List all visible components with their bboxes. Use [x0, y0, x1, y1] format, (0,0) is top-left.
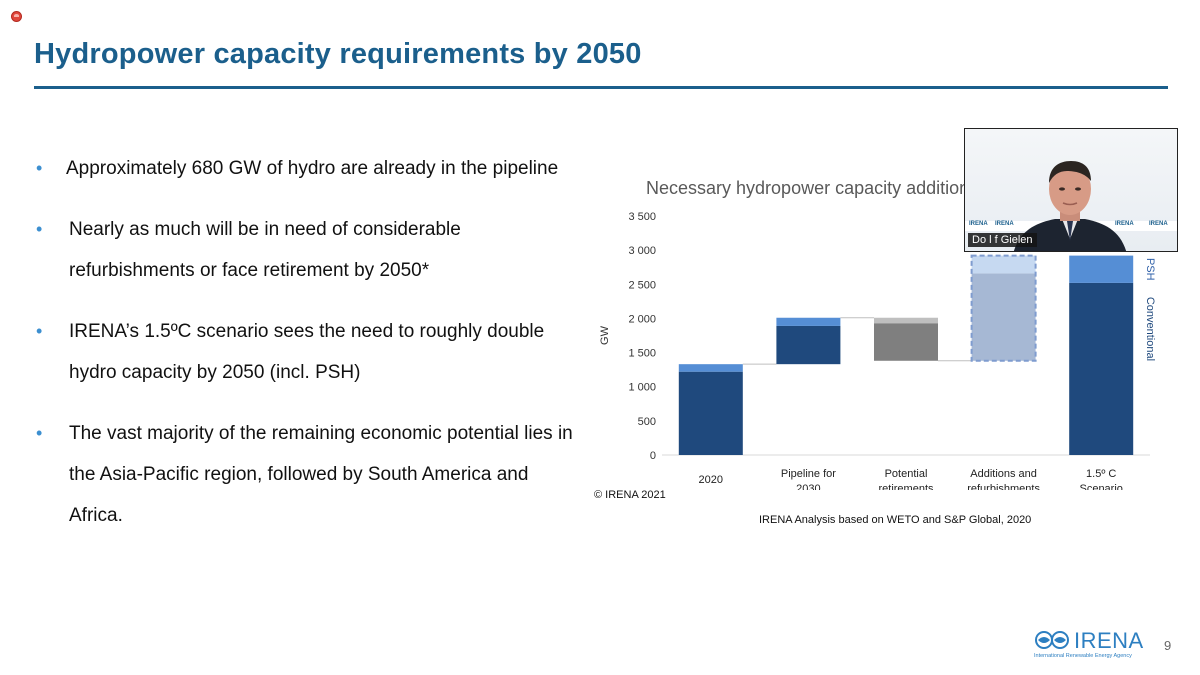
backdrop-logo-text: IRENA — [995, 221, 1014, 227]
x-tick-label: Potential retirements — [878, 468, 934, 490]
x-tick-label-line: retirements — [878, 483, 934, 490]
y-tick-label: 3 500 — [628, 211, 656, 223]
chart-canvas: Necessary hydropower capacity additions 0… — [599, 178, 1156, 495]
y-tick-label: 500 — [638, 416, 656, 428]
bar-segment-psh — [1069, 255, 1134, 283]
recording-indicator-icon — [11, 11, 22, 22]
backdrop-logo-text: IRENA — [1149, 221, 1168, 227]
y-tick-label: 3 000 — [628, 245, 656, 257]
x-tick-label-line: Pipeline for — [781, 468, 836, 480]
bar-segment-conventional-retired — [874, 323, 938, 361]
y-axis-label: GW — [599, 325, 611, 345]
page-number: 9 — [1164, 638, 1172, 653]
x-tick-label: Additions and refurbishments — [967, 468, 1040, 490]
bullet-list: Approximately 680 GW of hydro are alread… — [36, 148, 581, 556]
y-tick-label: 2 500 — [628, 279, 656, 291]
bar-segment-psh — [971, 255, 1036, 274]
bar-segment-conventional — [1069, 282, 1134, 455]
chart-title: Necessary hydropower capacity additions — [646, 178, 978, 198]
bar-segment-conventional — [971, 273, 1036, 361]
hydropower-capacity-chart: Necessary hydropower capacity additions 0… — [590, 170, 1170, 495]
backdrop-logo-text: IRENA — [969, 221, 988, 227]
bullet-item: The vast majority of the remaining econo… — [36, 413, 581, 536]
y-tick-label: 1 500 — [628, 348, 656, 360]
y-tick-label: 0 — [650, 450, 656, 462]
x-tick-label-line: refurbishments — [967, 483, 1040, 490]
series-label-psh: PSH — [1144, 258, 1156, 281]
x-tick-label-line: Potential — [885, 468, 928, 480]
bullet-item: Nearly as much will be in need of consid… — [36, 209, 581, 291]
chart-source-note: IRENA Analysis based on WETO and S&P Glo… — [759, 514, 1032, 526]
speaker-avatar — [1014, 161, 1126, 251]
x-tick-label-line: 2020 — [699, 474, 723, 486]
x-tick-label-line: Scenario — [1079, 483, 1122, 490]
bullet-item: Approximately 680 GW of hydro are alread… — [36, 148, 581, 189]
irena-logo-tagline: International Renewable Energy Agency — [1034, 653, 1132, 659]
participant-name-label: Do l f Gielen — [968, 233, 1037, 247]
irena-logo: IRENA International Renewable Energy Age… — [1034, 628, 1146, 663]
irena-logo-wordmark: IRENA — [1074, 628, 1144, 653]
slide-title: Hydropower capacity requirements by 2050 — [34, 38, 642, 70]
irena-globe-icon — [1035, 631, 1069, 649]
bar-segment-conventional — [678, 371, 743, 455]
y-tick-label: 2 000 — [628, 313, 656, 325]
x-tick-label-line: Additions and — [970, 468, 1037, 480]
series-label-conventional: Conventional — [1144, 297, 1156, 361]
x-tick-label-line: 1.5º C — [1086, 468, 1116, 480]
x-tick-label: Pipeline for 2030 — [781, 468, 836, 490]
bullet-item: IRENA’s 1.5ºC scenario sees the need to … — [36, 311, 581, 393]
backdrop-logo-text: IRENA — [1115, 221, 1134, 227]
bar-segment-psh-retired — [874, 317, 938, 324]
chart-copyright: © IRENA 2021 — [594, 489, 666, 501]
bar-segment-psh — [776, 317, 841, 326]
x-tick-label: 2020 — [699, 474, 723, 486]
x-tick-label: 1.5º C Scenario — [1079, 468, 1122, 490]
bar-segment-psh — [678, 364, 743, 372]
bar-segment-conventional — [776, 325, 841, 365]
y-tick-label: 1 000 — [628, 382, 656, 394]
webcam-video-tile[interactable]: IRENA IRENA IRENA IRENA Do l f Gielen — [964, 128, 1178, 252]
title-divider — [34, 86, 1168, 89]
x-tick-label-line: 2030 — [796, 483, 820, 490]
